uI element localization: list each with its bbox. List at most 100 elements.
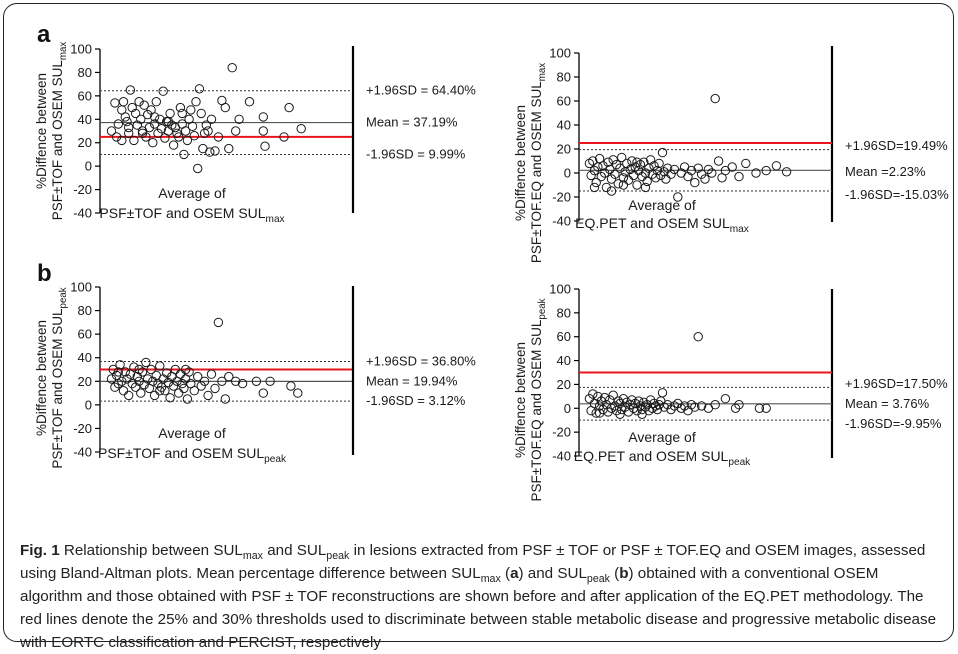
data-point — [618, 180, 629, 190]
data-point — [244, 97, 255, 107]
data-point — [136, 114, 146, 125]
data-point — [686, 400, 697, 410]
data-point — [662, 163, 673, 173]
data-point — [124, 122, 134, 133]
data-point — [224, 143, 234, 154]
data-point — [662, 400, 673, 410]
y-tick-label: 100 — [70, 42, 92, 57]
y-axis-label-line1: %Diffence between — [513, 105, 528, 221]
caption-text-6: ( — [609, 565, 620, 582]
data-point — [693, 332, 703, 342]
data-point — [149, 390, 160, 401]
data-point — [122, 374, 132, 384]
data-point — [146, 364, 156, 375]
data-point — [231, 126, 241, 136]
data-point — [594, 408, 605, 418]
data-point — [111, 132, 122, 142]
data-point — [645, 155, 656, 165]
data-point — [615, 163, 625, 173]
data-point — [591, 177, 601, 188]
y-tick-label: 100 — [549, 46, 571, 61]
data-point — [110, 98, 120, 108]
y-tick-label: 80 — [78, 303, 92, 318]
data-point — [603, 157, 613, 167]
data-point — [265, 376, 275, 386]
data-point — [165, 393, 175, 403]
y-tick-label: 20 — [557, 377, 571, 392]
data-point — [279, 132, 289, 142]
caption-text-4: ( — [500, 565, 511, 582]
data-point — [707, 168, 717, 178]
data-point — [149, 112, 160, 122]
data-point — [632, 157, 642, 167]
data-point — [134, 376, 144, 386]
data-point — [175, 102, 186, 113]
data-point — [632, 180, 642, 190]
data-point — [179, 383, 189, 394]
y-axis-label-line2: PSF±TOF.EQ and OSEM SULmax — [529, 63, 548, 263]
data-point — [258, 388, 268, 398]
data-point — [703, 164, 714, 175]
data-point — [122, 116, 132, 127]
data-point — [148, 138, 158, 148]
data-point — [110, 382, 120, 392]
data-point — [130, 108, 141, 119]
data-point — [149, 119, 160, 129]
caption-sub-peak-2: peak — [586, 573, 610, 586]
data-point — [117, 376, 127, 386]
data-point — [673, 398, 683, 409]
data-point — [651, 173, 661, 183]
data-point — [168, 140, 179, 150]
data-point — [113, 119, 124, 129]
data-point — [158, 86, 168, 96]
data-point — [156, 124, 167, 134]
data-point — [710, 93, 720, 104]
data-point — [589, 165, 600, 176]
data-point — [115, 360, 125, 370]
data-point — [586, 170, 596, 181]
caption-text-1: Relationship between SUL — [59, 542, 243, 559]
data-point — [170, 364, 181, 375]
data-point — [179, 149, 189, 160]
x-axis-label-line1: Average of — [628, 197, 696, 213]
data-point — [234, 114, 244, 125]
y-tick-label: 20 — [557, 142, 571, 157]
data-point — [163, 116, 174, 127]
data-point — [696, 169, 707, 179]
data-point — [205, 147, 215, 157]
data-point — [761, 165, 771, 176]
data-point — [754, 403, 765, 413]
y-tick-label: -20 — [552, 190, 571, 205]
data-point — [206, 369, 217, 379]
data-point — [623, 175, 634, 185]
y-tick-label: 80 — [78, 65, 92, 80]
lower-loa-label: -1.96SD=-9.95% — [845, 416, 942, 431]
data-point — [201, 120, 212, 130]
data-point — [652, 165, 663, 176]
data-point — [151, 97, 162, 107]
y-tick-label: 40 — [78, 112, 92, 127]
data-point — [193, 371, 203, 382]
data-point — [106, 374, 117, 384]
data-point — [106, 126, 117, 136]
data-point — [189, 386, 200, 396]
data-point — [144, 122, 155, 133]
data-point — [659, 167, 669, 177]
data-point — [771, 161, 782, 171]
chart-panel-2: 100 80 60 40 20 0 -20 -40 +1.96SD=19.49% Mean =2.… — [513, 46, 949, 229]
data-point — [143, 109, 153, 120]
y-tick-label: 60 — [78, 327, 92, 342]
data-point — [210, 383, 220, 394]
data-point — [615, 398, 625, 409]
data-point — [696, 401, 707, 411]
data-point — [618, 173, 629, 183]
data-point — [617, 404, 627, 415]
y-tick-label: 100 — [549, 282, 571, 297]
bland-altman-plots: 100 80 60 40 20 0 -20 -40 +1.96SD = 64.40% Mean =… — [34, 21, 949, 502]
data-point — [625, 400, 635, 410]
data-point — [730, 403, 741, 413]
y-tick-label: -20 — [73, 421, 92, 436]
data-point — [125, 85, 136, 95]
data-point — [134, 97, 144, 107]
x-axis-label-line1: Average of — [628, 429, 696, 445]
